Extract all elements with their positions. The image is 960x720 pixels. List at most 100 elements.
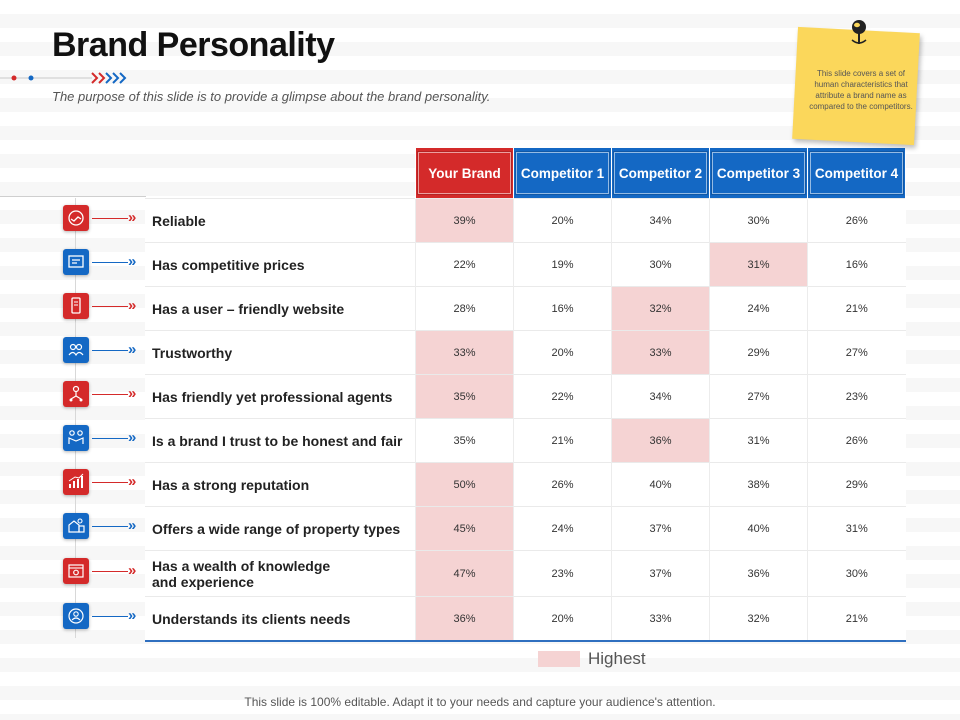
table-cell: 31% — [709, 242, 808, 287]
table-cell: 24% — [709, 286, 808, 331]
growth-chart-icon — [63, 469, 89, 495]
row-label: Understands its clients needs — [145, 596, 416, 642]
header-competitor-1: Competitor 1 — [513, 148, 612, 199]
subtitle: The purpose of this slide is to provide … — [52, 89, 491, 104]
table-cell: 33% — [415, 330, 514, 375]
table-row: Has a user – friendly website 28% 16% 32% 24… — [145, 286, 906, 331]
row-label: Reliable — [145, 198, 416, 243]
table-row: Has competitive prices 22% 19% 30% 31% 16% — [145, 242, 906, 287]
table-cell: 33% — [611, 330, 710, 375]
table-cell: 30% — [611, 242, 710, 287]
table-cell: 31% — [807, 506, 906, 551]
table-cell: 27% — [709, 374, 808, 419]
row-label: Has a wealth of knowledge and experience — [145, 550, 416, 597]
table-row: Understands its clients needs 36% 20% 33% 32… — [145, 596, 906, 642]
row-label: Offers a wide range of property types — [145, 506, 416, 551]
table-cell: 34% — [611, 198, 710, 243]
table-row: Has a strong reputation 50% 26% 40% 38% 29% — [145, 462, 906, 507]
legend-highlight-swatch — [538, 651, 580, 667]
property-icon — [63, 513, 89, 539]
table-cell: 20% — [513, 330, 612, 375]
table-cell: 34% — [611, 374, 710, 419]
header-label: Competitor 3 — [711, 151, 806, 195]
chevron-right-icon: » — [128, 341, 137, 358]
row-connector — [92, 262, 128, 263]
header-label: Competitor 4 — [809, 151, 904, 195]
table-cell: 36% — [709, 550, 808, 597]
table-row: Has friendly yet professional agents 35% 2… — [145, 374, 906, 419]
chevron-right-icon: » — [128, 429, 137, 446]
table-cell: 22% — [513, 374, 612, 419]
table-cell: 16% — [513, 286, 612, 331]
title-decoration — [0, 72, 127, 84]
table-row: Offers a wide range of property types 45%… — [145, 506, 906, 551]
chevron-right-icon: » — [128, 517, 137, 534]
table-cell: 37% — [611, 550, 710, 597]
table-row: Reliable 39% 20% 34% 30% 26% — [145, 198, 906, 243]
table-cell: 20% — [513, 596, 612, 642]
row-connector — [92, 482, 128, 483]
mobile-site-icon — [63, 293, 89, 319]
table-cell: 22% — [415, 242, 514, 287]
page-title: Brand Personality — [52, 26, 335, 64]
table-cell: 21% — [807, 286, 906, 331]
table-cell: 47% — [415, 550, 514, 597]
table-cell: 16% — [807, 242, 906, 287]
sidebar-vertical-line — [75, 198, 76, 638]
table-cell: 36% — [415, 596, 514, 642]
table-cell: 40% — [709, 506, 808, 551]
table-cell: 32% — [611, 286, 710, 331]
row-connector — [92, 350, 128, 351]
header-competitor-3: Competitor 3 — [709, 148, 808, 199]
table-body: Reliable 39% 20% 34% 30% 26% Has competitive p… — [145, 198, 906, 642]
people-trust-icon — [63, 337, 89, 363]
legend-label: Highest — [588, 649, 646, 668]
header-label: Your Brand — [417, 151, 512, 195]
price-board-icon — [63, 249, 89, 275]
row-label: Has a strong reputation — [145, 462, 416, 507]
header-your-brand: Your Brand — [415, 148, 514, 199]
sidebar-top-divider — [0, 196, 146, 197]
legend: Highest — [538, 649, 646, 669]
table-row: Has a wealth of knowledge and experience… — [145, 550, 906, 597]
table-cell: 40% — [611, 462, 710, 507]
row-label: Has a user – friendly website — [145, 286, 416, 331]
chevron-right-icon: » — [128, 297, 137, 314]
row-connector — [92, 526, 128, 527]
table-cell: 37% — [611, 506, 710, 551]
table-cell: 19% — [513, 242, 612, 287]
table-cell: 21% — [513, 418, 612, 463]
row-connector — [92, 438, 128, 439]
chevron-right-icon: » — [128, 385, 137, 402]
table-cell: 32% — [709, 596, 808, 642]
header-competitor-4: Competitor 4 — [807, 148, 906, 199]
row-label: Has friendly yet professional agents — [145, 374, 416, 419]
table-cell: 30% — [807, 550, 906, 597]
sticky-note-text: This slide covers a set of human charact… — [809, 69, 913, 111]
table-cell: 36% — [611, 418, 710, 463]
row-connector — [92, 571, 128, 572]
row-label: Is a brand I trust to be honest and fair — [145, 418, 416, 463]
chevron-right-icon: » — [128, 209, 137, 226]
table-cell: 23% — [807, 374, 906, 419]
table-cell: 23% — [513, 550, 612, 597]
table-cell: 45% — [415, 506, 514, 551]
table-cell: 24% — [513, 506, 612, 551]
chevron-right-icon: » — [128, 473, 137, 490]
row-label: Has competitive prices — [145, 242, 416, 287]
header-competitor-2: Competitor 2 — [611, 148, 710, 199]
table-cell: 26% — [807, 418, 906, 463]
table-cell: 50% — [415, 462, 514, 507]
table-cell: 29% — [807, 462, 906, 507]
handshake-people-icon — [63, 425, 89, 451]
handshake-icon — [63, 205, 89, 231]
row-icon-sidebar: » » » » » » » » » » — [0, 196, 146, 638]
table-cell: 39% — [415, 198, 514, 243]
row-label: Trustworthy — [145, 330, 416, 375]
table-cell: 20% — [513, 198, 612, 243]
chevron-right-icon: » — [128, 562, 137, 579]
sticky-note: This slide covers a set of human charact… — [792, 20, 920, 146]
header-label: Competitor 2 — [613, 151, 708, 195]
table-cell: 28% — [415, 286, 514, 331]
table-cell: 26% — [513, 462, 612, 507]
